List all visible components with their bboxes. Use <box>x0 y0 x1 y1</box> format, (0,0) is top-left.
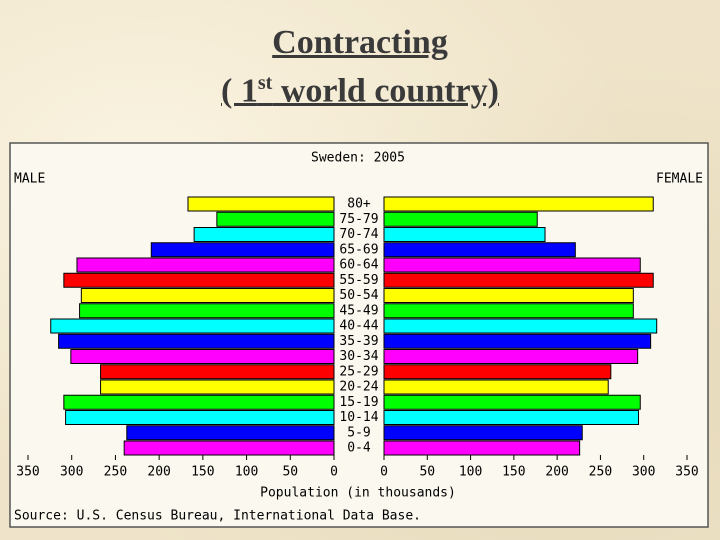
age-label: 45-49 <box>339 303 378 318</box>
bar-female <box>383 379 609 395</box>
bar-male <box>126 425 335 441</box>
bar-female <box>383 288 634 303</box>
age-label: 60-64 <box>339 258 378 273</box>
bar-female <box>383 242 576 258</box>
x-tick-label: 300 <box>60 465 83 480</box>
age-label: 40-44 <box>339 319 378 334</box>
x-axis-label: Population (in thousands) <box>260 486 456 501</box>
slide-subtitle: ( 1st world country) <box>0 72 720 110</box>
bar-female <box>383 425 583 441</box>
bar-male <box>63 272 335 288</box>
bar-male <box>80 288 335 303</box>
x-tick-label: 50 <box>419 465 435 480</box>
bar-male <box>58 333 335 349</box>
age-label: 55-59 <box>339 273 378 288</box>
x-tick-label: 150 <box>502 465 525 480</box>
bar-female <box>383 303 634 319</box>
bar-male <box>50 318 335 334</box>
legend-male: MALE <box>14 172 45 187</box>
age-label: 25-29 <box>339 364 378 379</box>
age-label: 70-74 <box>339 227 378 242</box>
bar-female <box>383 364 612 380</box>
x-tick-label: 50 <box>282 465 298 480</box>
x-tick-label: 100 <box>459 465 482 480</box>
bar-male <box>70 349 335 364</box>
age-label: 0-4 <box>347 441 371 456</box>
age-label: 10-14 <box>339 410 378 425</box>
bar-male <box>193 227 335 242</box>
x-tick-label: 150 <box>191 465 214 480</box>
x-tick-label: 200 <box>147 465 170 480</box>
bar-male <box>187 196 335 212</box>
bar-male <box>100 379 335 395</box>
bar-female <box>383 211 538 227</box>
subtitle-text: world country) <box>272 72 499 110</box>
bar-female <box>383 196 654 212</box>
age-label: 75-79 <box>339 212 378 227</box>
source: Source: U.S. Census Bureau, Internationa… <box>14 509 421 524</box>
x-tick-label: 250 <box>589 465 612 480</box>
bar-male <box>123 440 335 456</box>
bar-female <box>383 410 640 425</box>
age-label: 80+ <box>347 197 371 212</box>
subtitle-text: ( 1 <box>221 72 258 110</box>
bar-female <box>383 318 658 334</box>
bar-female <box>383 272 654 288</box>
x-tick-label: 0 <box>330 465 338 480</box>
legend-female: FEMALE <box>656 172 703 187</box>
x-tick-label: 350 <box>675 465 698 480</box>
bar-male <box>150 242 335 258</box>
x-tick-label: 300 <box>632 465 655 480</box>
age-label: 50-54 <box>339 288 378 303</box>
bar-female <box>383 227 546 242</box>
bar-female <box>383 349 639 364</box>
age-label: 15-19 <box>339 395 378 410</box>
bar-male <box>76 257 335 273</box>
bar-female <box>383 440 581 456</box>
age-label: 30-34 <box>339 349 378 364</box>
age-label: 35-39 <box>339 334 378 349</box>
x-tick-label: 100 <box>235 465 258 480</box>
bar-male <box>216 211 335 227</box>
bar-female <box>383 394 641 410</box>
bar-female <box>383 257 641 273</box>
chart-title: Sweden: 2005 <box>311 151 405 166</box>
x-tick-label: 350 <box>16 465 39 480</box>
age-label: 65-69 <box>339 242 378 257</box>
bar-male <box>100 364 335 380</box>
x-tick-label: 200 <box>545 465 568 480</box>
age-label: 5-9 <box>347 425 370 440</box>
x-tick-label: 250 <box>104 465 127 480</box>
bar-male <box>63 394 335 410</box>
bar-male <box>65 410 335 425</box>
slide-title: Contracting <box>272 24 448 61</box>
subtitle-sup: st <box>257 72 273 94</box>
age-label: 20-24 <box>339 380 378 395</box>
bar-male <box>79 303 335 319</box>
bar-female <box>383 333 652 349</box>
x-tick-label: 0 <box>380 465 388 480</box>
